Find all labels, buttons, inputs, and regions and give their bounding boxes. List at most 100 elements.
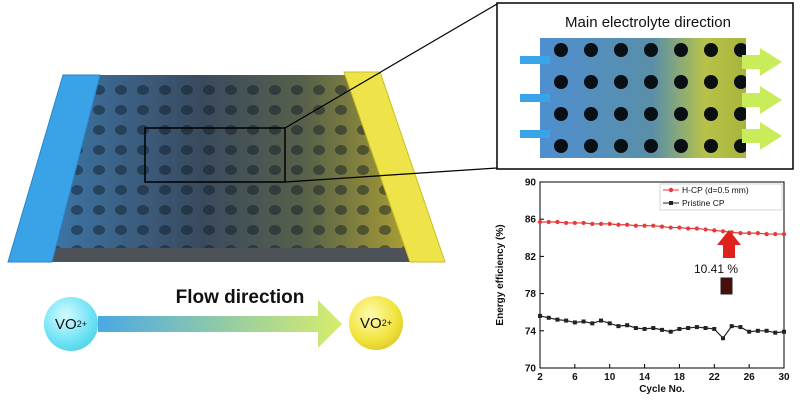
series-pristine-cp bbox=[538, 313, 786, 341]
zoom-inset bbox=[496, 2, 794, 170]
data-point bbox=[764, 328, 769, 333]
data-point bbox=[659, 224, 665, 229]
electrode-plate bbox=[7, 71, 446, 263]
y-tick-label: 82 bbox=[525, 252, 537, 263]
improvement-arrow bbox=[717, 230, 741, 258]
zoom-connector-top bbox=[284, 3, 498, 129]
x-tick-label: 14 bbox=[639, 372, 651, 383]
data-point bbox=[686, 326, 691, 331]
outflow-arrow-2 bbox=[742, 86, 782, 114]
data-point bbox=[677, 225, 682, 230]
plot-frame bbox=[539, 181, 785, 369]
x-tick-label: 18 bbox=[674, 372, 686, 383]
data-point bbox=[564, 220, 569, 226]
flow-direction-arrow bbox=[98, 300, 342, 348]
data-point bbox=[755, 231, 760, 236]
data-point bbox=[694, 325, 699, 330]
zoom-connector-bottom bbox=[284, 167, 498, 183]
y-tick-label: 70 bbox=[525, 364, 537, 375]
y-tick-label: 78 bbox=[525, 289, 537, 300]
data-point bbox=[625, 323, 630, 328]
vo2-plus-ion-yellow-badge: VO 2 + bbox=[349, 296, 403, 350]
improvement-annotation: 10.41 % bbox=[694, 262, 738, 276]
data-point bbox=[782, 329, 786, 334]
plate-front-edge bbox=[18, 248, 428, 262]
data-point bbox=[546, 315, 551, 320]
y-tick-label: 90 bbox=[525, 178, 537, 189]
ion-right-base: VO bbox=[360, 314, 382, 332]
y-tick-label: 86 bbox=[525, 215, 537, 226]
inflow-arrow-2 bbox=[520, 94, 550, 102]
data-point bbox=[738, 231, 743, 236]
data-point bbox=[703, 326, 708, 331]
data-point bbox=[651, 326, 656, 331]
legend-marker-pristine-dot bbox=[669, 201, 673, 205]
data-point bbox=[747, 329, 752, 334]
data-point bbox=[590, 221, 595, 226]
data-point bbox=[703, 227, 708, 232]
data-point bbox=[572, 220, 577, 226]
data-point bbox=[555, 219, 560, 225]
data-point bbox=[599, 318, 603, 323]
flow-direction-label: Flow direction bbox=[175, 287, 305, 308]
zoom-region-box bbox=[144, 127, 286, 183]
x-tick-label: 30 bbox=[778, 372, 790, 383]
data-point bbox=[738, 325, 743, 330]
legend: H-CP (d=0.5 mm) Pristine CP bbox=[659, 183, 783, 211]
legend-label-h-cp: H-CP (d=0.5 mm) bbox=[682, 185, 749, 195]
data-point bbox=[660, 327, 664, 332]
ion-right-sup: + bbox=[386, 318, 392, 328]
gap-marker bbox=[720, 277, 733, 295]
data-point bbox=[625, 222, 630, 227]
data-point bbox=[581, 220, 586, 226]
left-electrolyte-strip bbox=[7, 74, 101, 263]
data-point bbox=[686, 226, 691, 231]
data-point bbox=[564, 318, 569, 323]
right-electrolyte-strip bbox=[343, 71, 446, 263]
inflow-arrow-3 bbox=[520, 130, 550, 138]
inflow-arrow-1 bbox=[520, 56, 550, 64]
data-point bbox=[555, 317, 560, 322]
data-point bbox=[590, 321, 595, 326]
vo2-plus-ion-badge: VO 2+ bbox=[44, 297, 98, 351]
inset-flow-arrows-out bbox=[742, 48, 782, 150]
data-point bbox=[616, 324, 621, 329]
data-point bbox=[781, 231, 787, 237]
data-point bbox=[720, 229, 726, 234]
data-point bbox=[546, 219, 551, 225]
data-point bbox=[642, 326, 647, 331]
data-point bbox=[581, 319, 586, 324]
ion-left-sup: 2+ bbox=[76, 319, 87, 329]
data-point bbox=[616, 222, 621, 227]
data-point bbox=[607, 221, 612, 226]
data-point bbox=[668, 329, 673, 334]
data-point bbox=[729, 324, 734, 329]
ion-right-sub: 2 bbox=[381, 318, 387, 328]
x-ticks: 2 6 10 14 18 22 26 30 bbox=[537, 364, 790, 383]
x-tick-label: 6 bbox=[572, 372, 578, 383]
x-tick-label: 22 bbox=[709, 372, 721, 383]
data-point bbox=[633, 326, 638, 331]
data-point bbox=[755, 328, 760, 333]
data-point bbox=[694, 226, 699, 231]
y-ticks: 70 74 78 82 86 90 bbox=[525, 178, 544, 375]
ion-left-base: VO bbox=[55, 315, 77, 333]
data-point bbox=[721, 336, 725, 341]
outflow-arrow-1 bbox=[742, 48, 782, 76]
data-point bbox=[538, 313, 542, 318]
x-axis-title: Cycle No. bbox=[639, 384, 685, 395]
data-point bbox=[773, 231, 778, 237]
inset-image-holes bbox=[540, 38, 746, 158]
data-point bbox=[572, 320, 577, 325]
outflow-arrow-3 bbox=[742, 122, 782, 150]
data-point bbox=[712, 228, 717, 233]
data-point bbox=[598, 221, 604, 226]
data-point bbox=[677, 326, 682, 331]
data-point bbox=[607, 321, 612, 326]
series-h-cp bbox=[537, 219, 787, 237]
x-tick-label: 10 bbox=[604, 372, 616, 383]
legend-box bbox=[659, 183, 783, 211]
data-point bbox=[668, 225, 673, 230]
